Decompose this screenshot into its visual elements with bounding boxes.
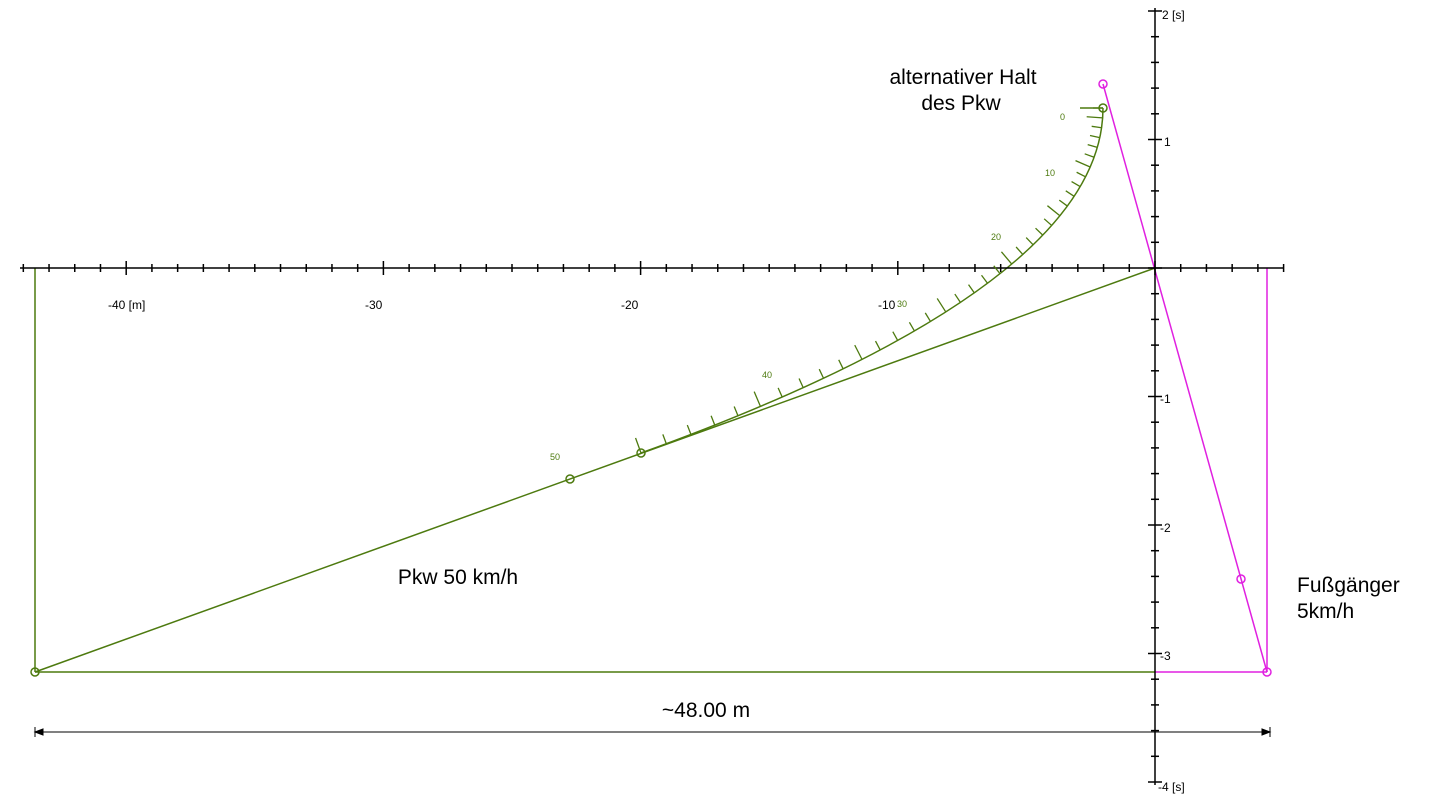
hatch-tick: [1075, 160, 1091, 168]
hatch-tick: [993, 265, 1001, 275]
hatch-tick: [1091, 125, 1102, 129]
t-label: -2: [1160, 521, 1171, 535]
hatch-tick: [924, 312, 932, 322]
hatch-tick: [777, 387, 783, 398]
hatch-tick: [1015, 246, 1024, 255]
hatch-tick: [753, 391, 762, 407]
x-label: -20: [621, 298, 639, 312]
hatch-tick: [968, 284, 975, 294]
annotation: Pkw 50 km/h: [398, 566, 518, 589]
hatch-tick: [1076, 171, 1086, 178]
ped-lines: [1102, 83, 1268, 673]
hatch-tick: [686, 424, 692, 435]
hatch-tick: [798, 378, 804, 388]
hatch-tick: [838, 359, 844, 370]
hatch-tick: [1089, 134, 1100, 139]
speed-label: 20: [991, 232, 1001, 242]
hatch-tick: [854, 344, 863, 360]
brake-curve: [640, 107, 1104, 454]
annotation: 5km/h: [1297, 600, 1354, 623]
speed-label: 40: [762, 370, 772, 380]
points: [30, 79, 1272, 677]
hatch-tick: [1025, 237, 1034, 246]
hatch-tick: [818, 368, 825, 379]
point: [565, 474, 575, 484]
hatch-tick: [908, 321, 915, 332]
x-label: -40 [m]: [108, 298, 145, 312]
x-label: -30: [365, 298, 383, 312]
hatch-tick: [980, 274, 989, 284]
hatch-tick: [1058, 199, 1068, 207]
t-label: -1: [1160, 392, 1171, 406]
t-label: -4 [s]: [1158, 780, 1185, 794]
t-label: 2 [s]: [1162, 8, 1185, 22]
hatch-tick: [874, 340, 881, 351]
point: [1262, 667, 1272, 677]
ped-path: [1102, 83, 1268, 673]
dimension: [33, 727, 1272, 737]
axes: [20, 8, 1285, 785]
point: [1098, 103, 1108, 113]
dim-arrows: [33, 728, 1272, 736]
annotation: ~48.00 m: [662, 699, 750, 722]
hatch-tick: [710, 415, 716, 426]
hatch-tick: [733, 406, 739, 416]
speed-label: 50: [550, 452, 560, 462]
speed-label: 30: [897, 299, 907, 309]
speed-label: 0: [1060, 112, 1065, 122]
hatch-tick: [936, 298, 947, 313]
hatch-tick: [1084, 153, 1095, 158]
hatch-tick: [1086, 116, 1103, 119]
hatch-tick: [634, 437, 642, 454]
point: [1098, 79, 1108, 89]
point: [1236, 574, 1246, 584]
x-label: -10: [878, 298, 896, 312]
hatch-tick: [1047, 205, 1061, 217]
t-label: -3: [1160, 649, 1171, 663]
labels: -40 [m] -30 -20 -10 2 [s] 1 -1 -2 -3 -4 …: [108, 8, 1400, 794]
hatch-tick: [662, 434, 667, 444]
hatch-tick: [1035, 227, 1044, 236]
hatch-tick: [1087, 144, 1098, 149]
hatch-tick: [892, 331, 899, 341]
car-lines: [34, 107, 1156, 673]
brake-hatch: [634, 107, 1103, 454]
car-path: [34, 267, 1156, 673]
hatch-tick: [1065, 190, 1075, 197]
point: [636, 448, 646, 458]
t-label: 1: [1164, 135, 1171, 149]
speed-label: 10: [1045, 168, 1055, 178]
hatch-tick: [1000, 251, 1013, 265]
annotation: Fußgänger: [1297, 574, 1400, 597]
point: [30, 667, 40, 677]
annotation: des Pkw: [921, 92, 1001, 115]
hatch-tick: [954, 293, 961, 303]
hatch-tick: [1071, 180, 1081, 188]
annotation: alternativer Halt: [889, 66, 1036, 89]
hatch-tick: [1043, 218, 1053, 226]
